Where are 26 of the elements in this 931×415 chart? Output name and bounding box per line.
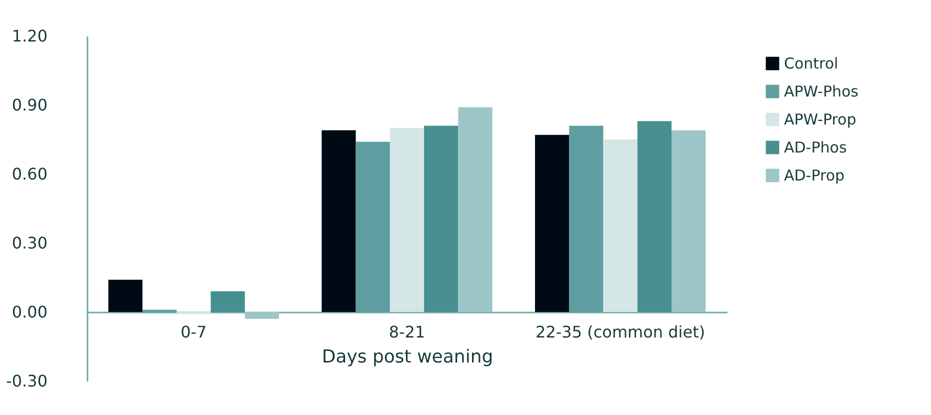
bar <box>535 134 570 312</box>
legend-label: AD-Prop <box>784 166 845 184</box>
bar <box>637 121 672 312</box>
bar <box>390 128 424 312</box>
x-axis-title: Days post weaning <box>322 346 494 368</box>
x-tick-label: 8-21 <box>388 322 426 342</box>
bar <box>424 126 458 312</box>
bar <box>603 140 638 312</box>
bar <box>322 130 356 312</box>
y-tick-label: 0.00 <box>12 302 48 322</box>
bar <box>458 107 492 312</box>
y-tick-label: 1.20 <box>12 26 48 46</box>
bar <box>210 291 245 312</box>
y-tick-label: 0.90 <box>12 96 48 114</box>
x-tick-label: 0-7 <box>180 322 207 342</box>
bar <box>244 312 279 319</box>
bar <box>108 280 142 312</box>
y-tick-label: -0.30 <box>6 372 48 390</box>
y-tick-label: 0.30 <box>12 234 48 252</box>
bar <box>672 130 706 312</box>
x-tick-label: 22-35 (common diet) <box>536 322 706 342</box>
legend-label: Control <box>784 54 838 72</box>
legend-label: APW-Prop <box>784 110 856 128</box>
y-tick-label: 0.60 <box>12 164 48 184</box>
legend-label: AD-Phos <box>784 138 847 156</box>
legend-label: APW-Phos <box>784 82 859 100</box>
